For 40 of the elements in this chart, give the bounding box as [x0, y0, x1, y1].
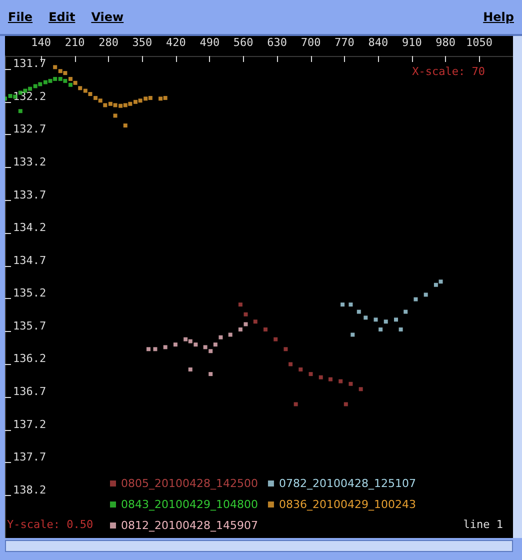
- text: File: [8, 10, 33, 24]
- annotation: line 1: [463, 518, 504, 531]
- x-tick-label: 630: [267, 36, 287, 49]
- y-tick-label: 134.7: [13, 254, 46, 267]
- y-tick-label: 133.7: [13, 188, 46, 202]
- text: Help: [483, 10, 514, 24]
- x-tick-label: 980: [436, 36, 456, 49]
- y-tick-label: 134.2: [13, 221, 46, 234]
- y-tick-label: 132.7: [13, 122, 46, 136]
- y-tick-label: 131.7: [13, 57, 46, 70]
- x-tick-label: 700: [300, 36, 321, 49]
- annotation: X-scale: 70: [412, 65, 486, 78]
- y-tick-label: 133.2: [13, 155, 46, 168]
- x-tick-label: 1050: [466, 36, 493, 49]
- legend-label: 0843_20100429_104800: [121, 498, 258, 511]
- x-tick-label: 140: [31, 36, 52, 49]
- x-tick-label: 420: [166, 36, 186, 49]
- y-tick-label: 138.2: [13, 483, 46, 496]
- x-tick-label: 560: [233, 36, 254, 49]
- y-tick-label: 135.2: [13, 286, 46, 300]
- x-tick-label: 350: [132, 36, 152, 49]
- x-tick-label: 280: [98, 36, 118, 49]
- y-tick-label: 135.7: [13, 319, 46, 332]
- legend-label: 0782_20100428_125107: [278, 477, 416, 490]
- x-tick-label: 490: [200, 36, 220, 49]
- legend-label: 0836_20100429_100243: [278, 498, 416, 511]
- legend-label: 0812_20100428_145907: [121, 519, 258, 532]
- text: Edit: [48, 10, 76, 24]
- y-tick-label: 137.7: [13, 450, 46, 464]
- x-tick-label: 840: [368, 36, 388, 49]
- y-tick-label: 136.7: [13, 385, 46, 398]
- x-tick-label: 210: [64, 36, 85, 49]
- x-tick-label: 910: [402, 36, 422, 49]
- legend-label: 0805_20100428_142500: [121, 477, 258, 490]
- y-tick-label: 132.2: [13, 90, 46, 103]
- annotation: Y-scale: 0.50: [7, 518, 94, 531]
- x-tick-label: 770: [334, 36, 354, 49]
- y-tick-label: 136.2: [13, 352, 46, 366]
- text: View: [91, 10, 124, 24]
- y-tick-label: 137.2: [13, 418, 46, 431]
